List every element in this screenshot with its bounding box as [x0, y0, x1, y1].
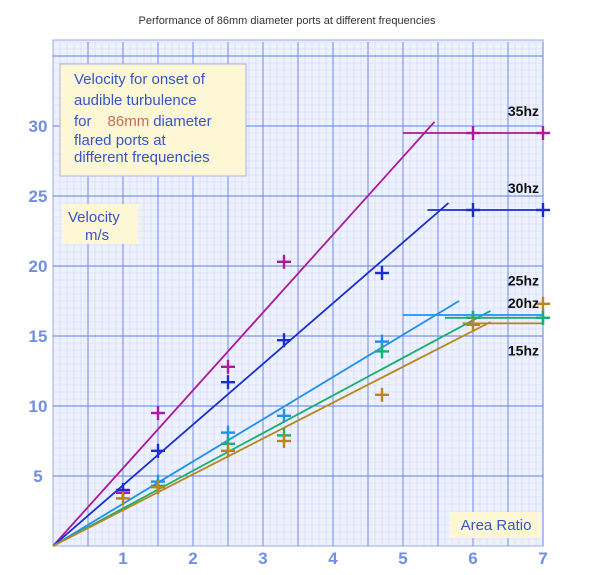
data-point-35hz	[221, 359, 235, 374]
annotation-line-3-start: for	[74, 113, 92, 130]
data-point-20hz	[375, 344, 389, 359]
data-point-35hz	[466, 126, 480, 140]
x-axis-label: Area Ratio	[450, 512, 542, 538]
data-point-15hz	[277, 434, 291, 448]
x-axis-label-text: Area Ratio	[461, 517, 532, 534]
trend-line-25hz	[52, 300, 460, 547]
x-tick-label: 6	[468, 549, 477, 568]
y-tick-label: 10	[29, 397, 48, 416]
series-label-35hz: 35hz	[508, 103, 539, 119]
x-tick-label: 3	[258, 549, 267, 568]
y-tick-label: 20	[29, 257, 48, 276]
data-point-15hz	[221, 443, 235, 458]
data-point-25hz	[277, 408, 291, 423]
data-point-15hz	[151, 480, 165, 495]
data-point-30hz	[221, 375, 235, 390]
data-point-30hz	[151, 443, 165, 458]
x-tick-label: 7	[538, 549, 547, 568]
annotation-line-1: Velocity for onset of	[74, 71, 206, 88]
annotation-line-3: for 86mm diameter	[74, 113, 212, 130]
annotation-line-2: audible turbulence	[74, 92, 197, 109]
data-point-15hz	[536, 296, 550, 311]
annotation-line-3-end: diameter	[153, 113, 211, 130]
x-tick-label: 4	[328, 549, 338, 568]
series-label-30hz: 30hz	[508, 180, 539, 196]
chart-title: Performance of 86mm diameter ports at di…	[139, 15, 436, 27]
trend-line-20hz	[52, 310, 491, 547]
data-point-30hz	[466, 203, 480, 217]
y-axis-label-line-1: Velocity	[68, 209, 120, 226]
annotation-port-size: 86mm	[108, 113, 150, 130]
trend-line-35hz	[52, 121, 436, 547]
y-axis-label: Velocity m/s	[62, 204, 138, 244]
data-point-15hz	[375, 387, 389, 402]
x-tick-label: 5	[398, 549, 407, 568]
annotation-box-frame	[59, 63, 247, 177]
x-axis-label-box	[450, 512, 542, 538]
data-point-35hz	[151, 406, 165, 420]
annotation-line-4: flared ports at	[74, 132, 167, 149]
y-tick-label: 5	[33, 467, 42, 486]
tick-labels: 1 2 3 4 5 6 7 5 10 15 20 25 30	[29, 117, 548, 568]
annotation-line-5: different frequencies	[74, 149, 210, 166]
series-label-25hz: 25hz	[508, 273, 539, 289]
data-point-30hz	[536, 203, 550, 217]
series-label-15hz: 15hz	[508, 343, 539, 359]
data-point-30hz	[277, 333, 291, 348]
y-tick-label: 15	[29, 327, 48, 346]
data-point-35hz	[536, 126, 550, 140]
trend-line-15hz	[52, 321, 491, 547]
data-point-30hz	[375, 266, 389, 280]
y-axis-label-line-2: m/s	[85, 227, 109, 244]
series-labels: 35hz 30hz 25hz 20hz 15hz	[508, 103, 539, 358]
data-markers	[116, 126, 550, 506]
y-tick-label: 30	[29, 117, 48, 136]
data-point-15hz	[466, 317, 480, 332]
annotation-box: Velocity for onset of audible turbulence…	[59, 63, 247, 177]
y-tick-label: 25	[29, 187, 48, 206]
series-label-20hz: 20hz	[508, 295, 539, 311]
data-point-35hz	[277, 254, 291, 269]
data-point-20hz	[536, 310, 550, 325]
x-tick-label: 1	[118, 549, 127, 568]
data-point-15hz	[116, 491, 130, 506]
x-tick-label: 2	[188, 549, 197, 568]
y-axis-label-box	[62, 204, 138, 244]
